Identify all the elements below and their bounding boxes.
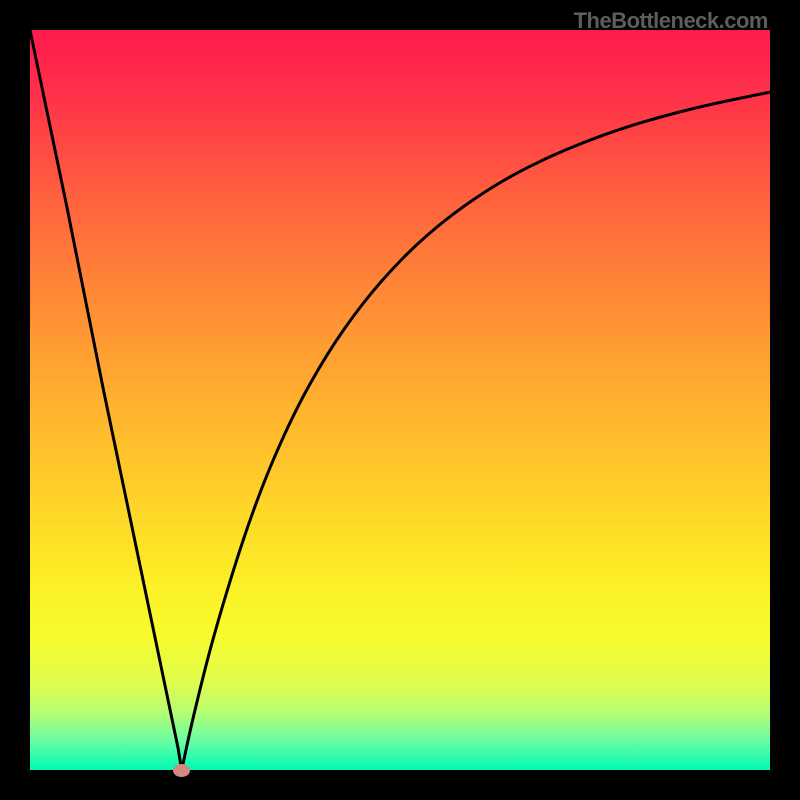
outer-frame: TheBottleneck.com (0, 0, 800, 800)
plot-area (30, 30, 770, 770)
v-curve (30, 30, 770, 770)
watermark-text: TheBottleneck.com (574, 8, 768, 34)
optimum-marker (173, 764, 190, 777)
